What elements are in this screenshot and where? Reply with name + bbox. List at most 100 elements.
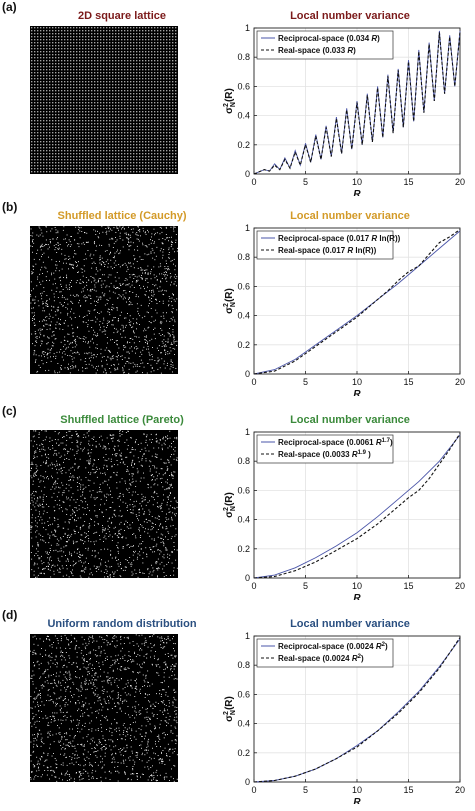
- x-axis-label: R: [353, 593, 361, 600]
- x-tick-label: 20: [455, 177, 465, 187]
- legend-entry: Real-space (0.017 R ln(R)): [278, 246, 377, 255]
- panel-c: (c) Shuffled lattice (Pareto) Local numb…: [0, 404, 475, 604]
- y-axis-label: σ2N(R): [223, 88, 237, 114]
- y-tick-label: 0.2: [237, 340, 250, 350]
- series-line-reciprocal: [253, 230, 461, 375]
- x-tick-label: 5: [303, 581, 308, 591]
- panel-d: (d) Uniform random distribution Local nu…: [0, 608, 475, 808]
- legend-entry: Reciprocal-space (0.0024 R2): [278, 642, 388, 651]
- x-tick-label: 10: [352, 581, 362, 591]
- x-tick-label: 10: [352, 785, 362, 795]
- y-tick-label: 0: [245, 573, 250, 583]
- panel-label: (b): [2, 200, 18, 214]
- x-tick-label: 20: [455, 377, 465, 387]
- x-axis-label: R: [353, 189, 361, 196]
- point-pattern-svg: [30, 430, 178, 578]
- x-tick-label: 0: [251, 377, 256, 387]
- x-tick-label: 10: [352, 377, 362, 387]
- legend-entry: Reciprocal-space (0.017 R ln(R)): [278, 234, 401, 243]
- point-pattern-svg: [31, 27, 177, 173]
- y-tick-label: 0.8: [237, 456, 250, 466]
- y-axis-label: σ2N(R): [223, 288, 237, 314]
- legend-entry: Real-space (0.0024 R2): [278, 654, 364, 663]
- y-tick-label: 0.4: [237, 515, 250, 525]
- panel-label: (d): [2, 608, 18, 622]
- panel-label: (a): [2, 0, 17, 14]
- legend: Reciprocal-space (0.034 R) Real-space (0.…: [256, 30, 394, 60]
- y-tick-label: 1: [245, 631, 250, 641]
- series-line-real: [253, 637, 461, 783]
- y-tick-label: 0.8: [237, 660, 250, 670]
- x-tick-label: 10: [352, 177, 362, 187]
- panel-a: (a) 2D square lattice Local number varia…: [0, 0, 475, 200]
- x-tick-label: 20: [455, 581, 465, 591]
- series-line-real: [253, 229, 461, 375]
- y-axis-label: σ2N(R): [223, 492, 237, 518]
- x-axis-label: R: [353, 797, 361, 804]
- y-tick-label: 1: [245, 427, 250, 437]
- panel-b: (b) Shuffled lattice (Cauchy) Local numb…: [0, 200, 475, 400]
- y-tick-label: 0.6: [237, 281, 250, 291]
- y-tick-label: 0.2: [237, 748, 250, 758]
- point-pattern-image: [30, 226, 178, 374]
- point-pattern-image: [30, 26, 178, 174]
- chart-title: Local number variance: [290, 414, 410, 426]
- chart-title: Local number variance: [290, 210, 410, 222]
- y-tick-label: 0.4: [237, 311, 250, 321]
- legend: Reciprocal-space (0.017 R ln(R)) Real-spa…: [256, 230, 401, 260]
- point-pattern-title: Uniform random distribution: [47, 618, 197, 630]
- panel-label: (c): [2, 404, 17, 418]
- y-tick-label: 0: [245, 169, 250, 179]
- point-pattern-title: 2D square lattice: [77, 10, 167, 22]
- y-axis-label: σ2N(R): [223, 696, 237, 722]
- x-tick-label: 5: [303, 177, 308, 187]
- chart-title: Local number variance: [290, 618, 410, 630]
- y-tick-label: 0: [245, 369, 250, 379]
- y-tick-label: 1: [245, 23, 250, 33]
- y-tick-label: 0.6: [237, 81, 250, 91]
- y-tick-label: 1: [245, 223, 250, 233]
- y-tick-label: 0: [245, 777, 250, 787]
- x-tick-label: 15: [403, 377, 413, 387]
- x-tick-label: 5: [303, 785, 308, 795]
- series-line-real: [253, 32, 461, 175]
- point-pattern-svg: [30, 226, 178, 374]
- x-tick-label: 0: [251, 177, 256, 187]
- x-tick-label: 0: [251, 785, 256, 795]
- point-pattern-svg: [30, 634, 178, 782]
- series-line-reciprocal: [253, 434, 461, 579]
- legend-entry: Reciprocal-space (0.0061 R1.7): [278, 438, 393, 447]
- series-line-real: [253, 433, 461, 579]
- y-tick-label: 0.6: [237, 689, 250, 699]
- chart-title: Local number variance: [290, 10, 410, 22]
- y-tick-label: 0.2: [237, 544, 250, 554]
- y-tick-label: 0.6: [237, 485, 250, 495]
- point-pattern-image: [30, 634, 178, 782]
- y-tick-label: 0.4: [237, 719, 250, 729]
- legend-entry: Real-space (0.033 R): [278, 46, 356, 55]
- y-tick-label: 0.8: [237, 252, 250, 262]
- y-tick-label: 0.2: [237, 140, 250, 150]
- legend-entry: Real-space (0.0033 R1.9 ): [278, 450, 371, 459]
- legend: Reciprocal-space (0.0061 R1.7) Real-space…: [256, 434, 394, 464]
- legend-entry: Reciprocal-space (0.034 R): [278, 34, 380, 43]
- x-axis-label: R: [353, 389, 361, 396]
- legend: Reciprocal-space (0.0024 R2) Real-space (…: [256, 638, 394, 668]
- point-pattern-title: Shuffled lattice (Pareto): [60, 414, 184, 426]
- point-pattern-title: Shuffled lattice (Cauchy): [57, 210, 187, 222]
- x-tick-label: 20: [455, 785, 465, 795]
- x-tick-label: 0: [251, 581, 256, 591]
- point-pattern-image: [30, 430, 178, 578]
- y-tick-label: 0.8: [237, 52, 250, 62]
- x-tick-label: 5: [303, 377, 308, 387]
- y-tick-label: 0.4: [237, 111, 250, 121]
- x-tick-label: 15: [403, 581, 413, 591]
